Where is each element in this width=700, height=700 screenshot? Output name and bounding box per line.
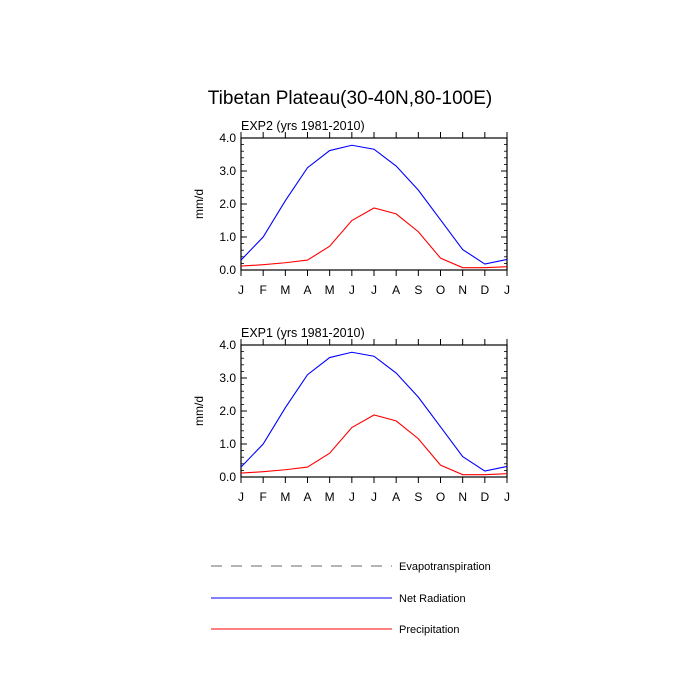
x-tick-label: A xyxy=(392,283,400,297)
y-tick-label: 1.0 xyxy=(219,437,236,451)
series-line-net-radiation xyxy=(240,351,508,472)
legend-label: Evapotranspiration xyxy=(399,561,491,573)
x-tick-label: J xyxy=(238,283,244,297)
y-tick-label: 3.0 xyxy=(219,371,236,385)
legend: Evapotranspiration Net Radiation Precipita… xyxy=(211,561,491,636)
y-tick-label: 1.0 xyxy=(219,230,236,244)
series-line-net-radiation xyxy=(240,144,508,265)
y-tick-label: 4.0 xyxy=(219,131,236,145)
x-tick-label: D xyxy=(480,490,489,504)
x-tick-label: A xyxy=(303,490,311,504)
x-tick-label: F xyxy=(259,490,266,504)
x-tick-label: M xyxy=(280,490,290,504)
panel-subtitle: EXP1 (yrs 1981-2010) xyxy=(241,326,365,340)
y-tick-label: 2.0 xyxy=(219,404,236,418)
x-tick-label: A xyxy=(392,490,400,504)
x-tick-label: J xyxy=(504,490,510,504)
x-tick-label: M xyxy=(325,283,335,297)
y-axis-label: mm/d xyxy=(192,189,206,219)
panel-1: EXP2 (yrs 1981-2010)0.01.02.03.04.0J F M A M… xyxy=(192,119,510,297)
plot-frame xyxy=(240,344,508,478)
x-tick-label: J xyxy=(349,283,355,297)
x-tick-label: J xyxy=(371,490,377,504)
legend-label: Net Radiation xyxy=(399,593,466,605)
plot-frame xyxy=(240,137,508,271)
y-tick-label: 3.0 xyxy=(219,164,236,178)
x-tick-label: A xyxy=(303,283,311,297)
x-tick-label: J xyxy=(504,283,510,297)
x-tick-label: S xyxy=(414,283,422,297)
x-tick-label: D xyxy=(480,283,489,297)
series-line-precipitation xyxy=(240,414,508,476)
y-axis-label: mm/d xyxy=(192,396,206,426)
x-tick-label: J xyxy=(238,490,244,504)
panel-subtitle: EXP2 (yrs 1981-2010) xyxy=(241,119,365,133)
x-tick-label: J xyxy=(371,283,377,297)
x-tick-label: N xyxy=(458,283,467,297)
x-tick-label: M xyxy=(280,283,290,297)
panel-2: EXP1 (yrs 1981-2010)0.01.02.03.04.0J F M A M… xyxy=(192,326,510,504)
x-tick-label: S xyxy=(414,490,422,504)
series-line-precipitation xyxy=(240,207,508,269)
x-tick-label: O xyxy=(436,283,445,297)
x-tick-label: J xyxy=(349,490,355,504)
chart-title: Tibetan Plateau(30-40N,80-100E) xyxy=(208,88,492,109)
y-tick-label: 0.0 xyxy=(219,263,236,277)
x-tick-label: F xyxy=(259,283,266,297)
x-tick-label: M xyxy=(325,490,335,504)
y-tick-label: 0.0 xyxy=(219,470,236,484)
y-tick-label: 2.0 xyxy=(219,197,236,211)
x-tick-label: N xyxy=(458,490,467,504)
x-tick-label: O xyxy=(436,490,445,504)
y-tick-label: 4.0 xyxy=(219,338,236,352)
legend-label: Precipitation xyxy=(399,624,460,636)
